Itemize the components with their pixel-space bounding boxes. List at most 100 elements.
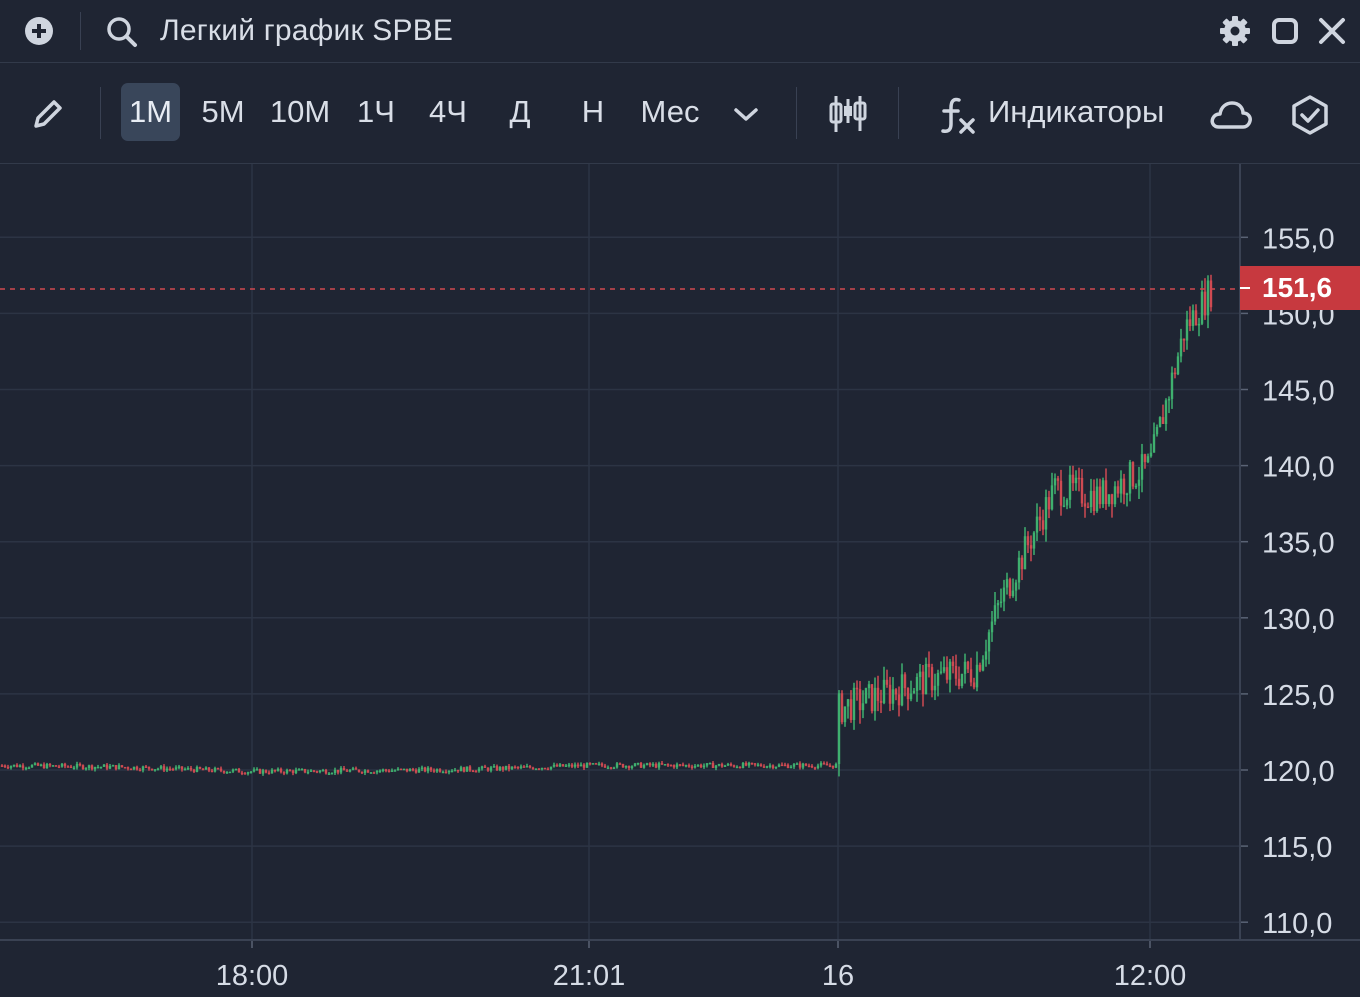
candle-body bbox=[669, 765, 673, 767]
gear-icon[interactable] bbox=[1216, 12, 1254, 50]
candle-body bbox=[897, 694, 901, 706]
candle-body bbox=[306, 771, 310, 774]
candle-body bbox=[573, 764, 577, 767]
candle-body bbox=[9, 766, 13, 768]
candle-body bbox=[1104, 480, 1108, 505]
close-icon[interactable] bbox=[1314, 14, 1350, 48]
candle-body bbox=[420, 767, 424, 769]
candle-body bbox=[1179, 338, 1183, 357]
function-icon[interactable] bbox=[936, 93, 980, 137]
candle-body bbox=[771, 765, 775, 769]
candle-body bbox=[993, 605, 997, 622]
candle-body bbox=[945, 667, 949, 680]
search-icon[interactable] bbox=[104, 14, 140, 50]
candle-body bbox=[627, 765, 631, 769]
candle-body bbox=[480, 766, 484, 769]
candle-body bbox=[765, 766, 769, 768]
candle-body bbox=[651, 764, 655, 766]
candle-body bbox=[261, 770, 265, 774]
candle-body bbox=[507, 765, 511, 770]
timeframe-1m[interactable]: 1М bbox=[121, 83, 180, 141]
candle-body bbox=[798, 763, 802, 768]
timeframe-1h[interactable]: 1Ч bbox=[357, 94, 395, 129]
chart-title[interactable]: Легкий график SPBE bbox=[160, 14, 454, 47]
y-tick-label: 135,0 bbox=[1262, 528, 1335, 560]
candle-body bbox=[822, 763, 826, 765]
candle-body bbox=[1011, 590, 1015, 597]
candle-body bbox=[396, 768, 400, 771]
candle-body bbox=[345, 770, 349, 772]
candle-body bbox=[582, 764, 586, 768]
candle-body bbox=[24, 767, 28, 770]
candle-body bbox=[363, 770, 367, 773]
maximize-icon[interactable] bbox=[1268, 14, 1302, 48]
candle-body bbox=[984, 651, 988, 660]
candle-body bbox=[666, 764, 670, 766]
candle-body bbox=[174, 767, 178, 770]
candle-body bbox=[360, 771, 364, 774]
candle-body bbox=[1029, 545, 1033, 549]
candle-body bbox=[663, 764, 667, 766]
candle-body bbox=[33, 763, 37, 765]
candle-body bbox=[1170, 372, 1174, 399]
candle-body bbox=[795, 763, 799, 765]
timeframe-month[interactable]: Мес bbox=[640, 94, 700, 129]
candle-body bbox=[837, 693, 841, 764]
shield-check-icon[interactable] bbox=[1288, 93, 1332, 137]
timeframe-4h[interactable]: 4Ч bbox=[429, 94, 467, 129]
candle-body bbox=[51, 765, 55, 767]
candle-body bbox=[30, 764, 34, 768]
candle-body bbox=[69, 766, 73, 769]
candle-body bbox=[111, 765, 115, 767]
chevron-down-icon[interactable] bbox=[728, 97, 764, 131]
candle-body bbox=[1185, 319, 1189, 341]
candle-body bbox=[1155, 427, 1159, 435]
current-price-label: 151,6 bbox=[1240, 266, 1360, 310]
candle-body bbox=[348, 769, 352, 772]
cloud-icon[interactable] bbox=[1208, 95, 1254, 135]
candle-body bbox=[792, 764, 796, 767]
candle-body bbox=[243, 773, 247, 775]
candle-body bbox=[732, 765, 736, 767]
candle-body bbox=[747, 762, 751, 766]
candle-body bbox=[513, 766, 517, 769]
timeframe-day[interactable]: Д bbox=[509, 94, 531, 129]
candle-body bbox=[1128, 462, 1132, 494]
candle-body bbox=[1002, 587, 1006, 602]
candle-body bbox=[1041, 520, 1045, 530]
timeframe-10m[interactable]: 10М bbox=[269, 94, 331, 129]
candle-body bbox=[1068, 474, 1072, 500]
candle-body bbox=[384, 769, 388, 771]
candle-body bbox=[12, 764, 16, 767]
candle-body bbox=[315, 771, 319, 773]
timeframe-5m[interactable]: 5М bbox=[201, 94, 245, 129]
y-tick-label: 125,0 bbox=[1262, 680, 1335, 712]
candle-body bbox=[1071, 474, 1075, 484]
candle-body bbox=[1203, 291, 1207, 316]
candle-body bbox=[579, 764, 583, 767]
candle-body bbox=[657, 763, 661, 768]
candle-body bbox=[78, 763, 82, 766]
candlestick-icon[interactable] bbox=[826, 91, 870, 137]
candle-body bbox=[291, 770, 295, 774]
candle-body bbox=[933, 685, 937, 691]
candle-body bbox=[648, 763, 652, 766]
timeframe-week[interactable]: Н bbox=[581, 94, 605, 129]
chart-toolbar: 1М 5М 10М 1Ч 4Ч Д Н Мес Индикаторы bbox=[0, 63, 1360, 164]
indicators-button[interactable]: Индикаторы bbox=[988, 94, 1165, 129]
candle-body bbox=[192, 769, 196, 772]
toolbar-divider bbox=[898, 87, 899, 139]
candle-body bbox=[1158, 417, 1162, 428]
candle-body bbox=[717, 764, 721, 766]
candle-body bbox=[996, 603, 1000, 606]
candle-body bbox=[531, 767, 535, 770]
pencil-icon[interactable] bbox=[28, 94, 68, 134]
candle-body bbox=[336, 769, 340, 773]
candle-body bbox=[852, 687, 856, 720]
candle-body bbox=[468, 766, 472, 771]
price-chart[interactable]: 155,0150,0145,0140,0135,0130,0125,0120,0… bbox=[0, 164, 1360, 997]
candle-body bbox=[1161, 417, 1165, 424]
y-tick-label: 145,0 bbox=[1262, 376, 1335, 408]
add-circle-icon[interactable] bbox=[22, 14, 56, 48]
candle-body bbox=[216, 768, 220, 770]
